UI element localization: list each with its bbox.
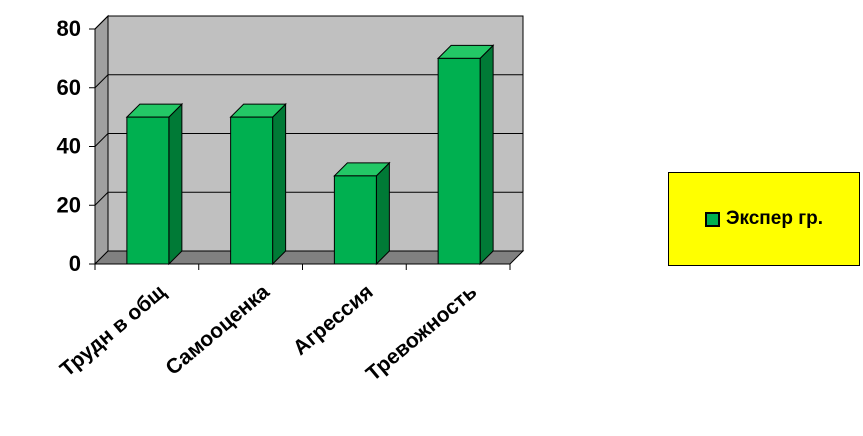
x-tick-label: Трудн в общ (56, 280, 170, 381)
bar-side (375, 161, 390, 266)
x-tick-label: Агрессия (289, 280, 378, 360)
x-tick-label: Тревожность (362, 280, 482, 386)
gridline-side (94, 74, 109, 89)
y-tick-label: 20 (57, 192, 81, 217)
gridline-side (94, 191, 109, 206)
bar (230, 116, 274, 265)
y-tick-label: 80 (57, 16, 81, 41)
y-tick-label: 40 (57, 134, 81, 159)
bar-side (168, 102, 183, 266)
gridline-side (94, 15, 109, 30)
bar-side (272, 102, 287, 266)
legend-label: Экспер гр. (725, 208, 824, 229)
gridline-side (94, 133, 109, 147)
bar (437, 57, 481, 265)
bar (333, 175, 377, 265)
legend-swatch-icon (704, 211, 720, 227)
bar-side (479, 44, 494, 266)
y-tick-label: 60 (57, 75, 81, 100)
x-tick-label: Самооценка (161, 280, 274, 380)
legend: Экспер гр. (668, 172, 860, 266)
bar (126, 116, 170, 265)
y-tick-label: 0 (69, 251, 81, 276)
